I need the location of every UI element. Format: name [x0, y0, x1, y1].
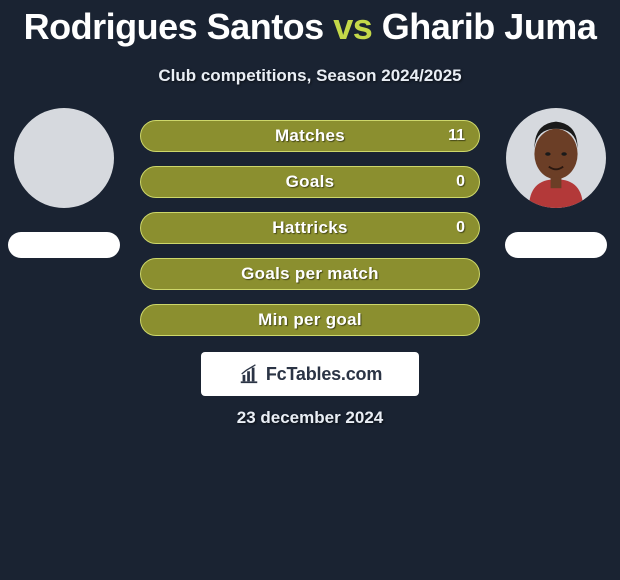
branding-label: FcTables.com: [266, 364, 382, 385]
stat-label: Min per goal: [258, 310, 362, 330]
stat-right-value: 11: [448, 127, 465, 145]
player2-avatar-icon: [511, 118, 601, 208]
bar-chart-icon: [238, 363, 260, 385]
stat-row-goals-per-match: Goals per match: [140, 258, 480, 290]
stat-right-value: 0: [456, 219, 465, 237]
stat-row-hattricks: Hattricks 0: [140, 212, 480, 244]
vs-text: vs: [333, 6, 372, 47]
stat-label: Goals per match: [241, 264, 379, 284]
date-label: 23 december 2024: [0, 408, 620, 428]
player2-photo: [506, 108, 606, 208]
player2-column: [496, 108, 616, 258]
stat-row-goals: Goals 0: [140, 166, 480, 198]
player2-team-chip: [505, 232, 607, 258]
subtitle: Club competitions, Season 2024/2025: [0, 66, 620, 86]
stat-label: Goals: [286, 172, 335, 192]
branding-badge: FcTables.com: [201, 352, 419, 396]
player1-photo: [14, 108, 114, 208]
player1-team-chip: [8, 232, 120, 258]
stat-right-value: 0: [456, 173, 465, 191]
stat-label: Hattricks: [272, 218, 347, 238]
stat-row-min-per-goal: Min per goal: [140, 304, 480, 336]
stat-row-matches: Matches 11: [140, 120, 480, 152]
page-title: Rodrigues Santos vs Gharib Juma: [0, 0, 620, 48]
stat-label: Matches: [275, 126, 345, 146]
stats-panel: Matches 11 Goals 0 Hattricks 0 Goals per…: [140, 120, 480, 336]
player2-name: Gharib Juma: [382, 6, 597, 47]
player1-name: Rodrigues Santos: [24, 6, 324, 47]
player1-column: [4, 108, 124, 258]
